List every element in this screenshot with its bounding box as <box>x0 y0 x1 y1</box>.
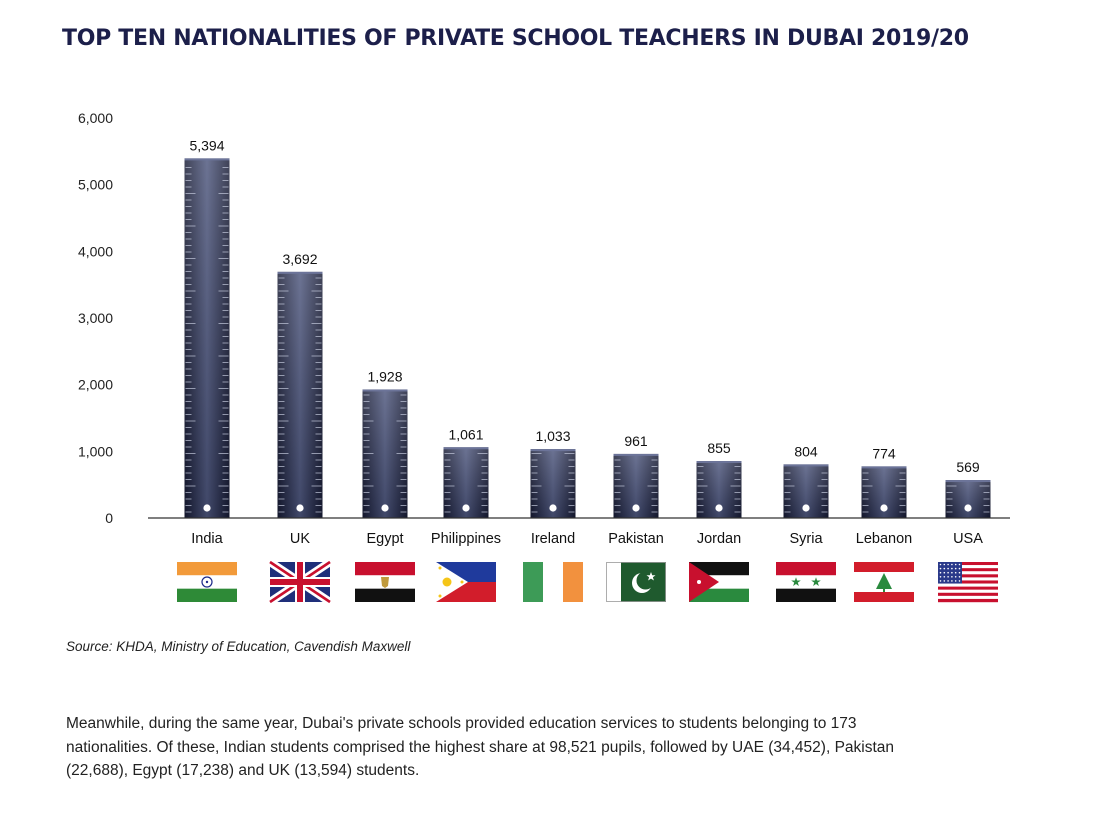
y-tick-label: 0 <box>105 510 113 526</box>
flags-row <box>177 558 998 606</box>
flag-syria-icon <box>776 562 836 602</box>
flag-india-icon <box>177 562 237 602</box>
bar-dot <box>715 504 723 512</box>
body-paragraph: Meanwhile, during the same year, Dubai's… <box>66 715 895 779</box>
flag-philippines-icon <box>436 562 496 602</box>
x-tick-label: USA <box>953 531 983 547</box>
bar-dot <box>296 504 304 512</box>
bar-value-label: 1,061 <box>448 426 483 442</box>
y-tick-label: 4,000 <box>78 243 113 259</box>
bar-chart: 0 1,000 2,000 3,000 4,000 5,000 6,000 5,394 3,6… <box>77 110 1010 606</box>
flag-pakistan-icon <box>606 562 666 602</box>
flag-uk-icon <box>267 558 333 606</box>
bar-dot <box>632 504 640 512</box>
flag-usa-icon <box>938 562 998 603</box>
x-axis-labels: India UK Egypt Philippines Ireland Pakistan Jo… <box>191 531 983 547</box>
bar-value-label: 1,033 <box>535 428 570 444</box>
source-note: Source: KHDA, Ministry of Education, Cav… <box>66 639 411 654</box>
bar-pakistan <box>613 453 659 518</box>
x-tick-label: UK <box>290 531 310 547</box>
y-tick-label: 5,000 <box>78 177 113 193</box>
y-tick-label: 1,000 <box>78 443 113 459</box>
bar-lebanon <box>861 466 907 518</box>
bar-value-label: 804 <box>794 443 818 459</box>
x-tick-label: Lebanon <box>856 531 912 547</box>
bar-india <box>184 158 230 518</box>
x-tick-label: Egypt <box>366 531 403 547</box>
bar-dot <box>549 504 557 512</box>
x-tick-label: India <box>191 531 223 547</box>
y-tick-label: 3,000 <box>78 310 113 326</box>
bar-egypt <box>362 389 408 518</box>
y-axis: 0 1,000 2,000 3,000 4,000 5,000 6,000 <box>78 110 113 526</box>
y-tick-label: 2,000 <box>78 377 113 393</box>
bar-uk <box>277 271 323 518</box>
x-tick-label: Philippines <box>431 531 501 547</box>
bar-value-label: 774 <box>872 445 896 461</box>
bar-value-label: 961 <box>624 433 648 449</box>
bar-dot <box>802 504 810 512</box>
bar-value-label: 5,394 <box>189 137 224 153</box>
bar-usa <box>945 480 991 518</box>
y-tick-label: 6,000 <box>78 110 113 126</box>
bar-dot <box>381 504 389 512</box>
chart-title: TOP TEN NATIONALITIES OF PRIVATE SCHOOL … <box>62 26 969 51</box>
bar-philippines <box>443 447 489 518</box>
x-tick-label: Syria <box>789 531 823 547</box>
flag-jordan-icon <box>689 562 749 602</box>
bar-value-label: 1,928 <box>367 368 402 384</box>
bar-value-label: 3,692 <box>282 251 317 267</box>
bars: 5,394 3,692 1,928 1,061 1,033 961 855 804 774 569 <box>184 137 991 518</box>
bar-dot <box>880 504 888 512</box>
flag-egypt-icon <box>355 562 415 602</box>
bar-syria <box>783 464 829 518</box>
x-tick-label: Pakistan <box>608 531 664 547</box>
bar-ireland <box>530 449 576 518</box>
bar-dot <box>462 504 470 512</box>
bar-dot <box>203 504 211 512</box>
flag-lebanon-icon <box>854 562 914 602</box>
x-tick-label: Jordan <box>697 531 741 547</box>
bar-value-label: 855 <box>707 440 731 456</box>
bar-dot <box>964 504 972 512</box>
bar-jordan <box>696 461 742 518</box>
flag-ireland-icon <box>523 562 583 602</box>
bar-value-label: 569 <box>956 459 980 475</box>
x-tick-label: Ireland <box>531 531 575 547</box>
